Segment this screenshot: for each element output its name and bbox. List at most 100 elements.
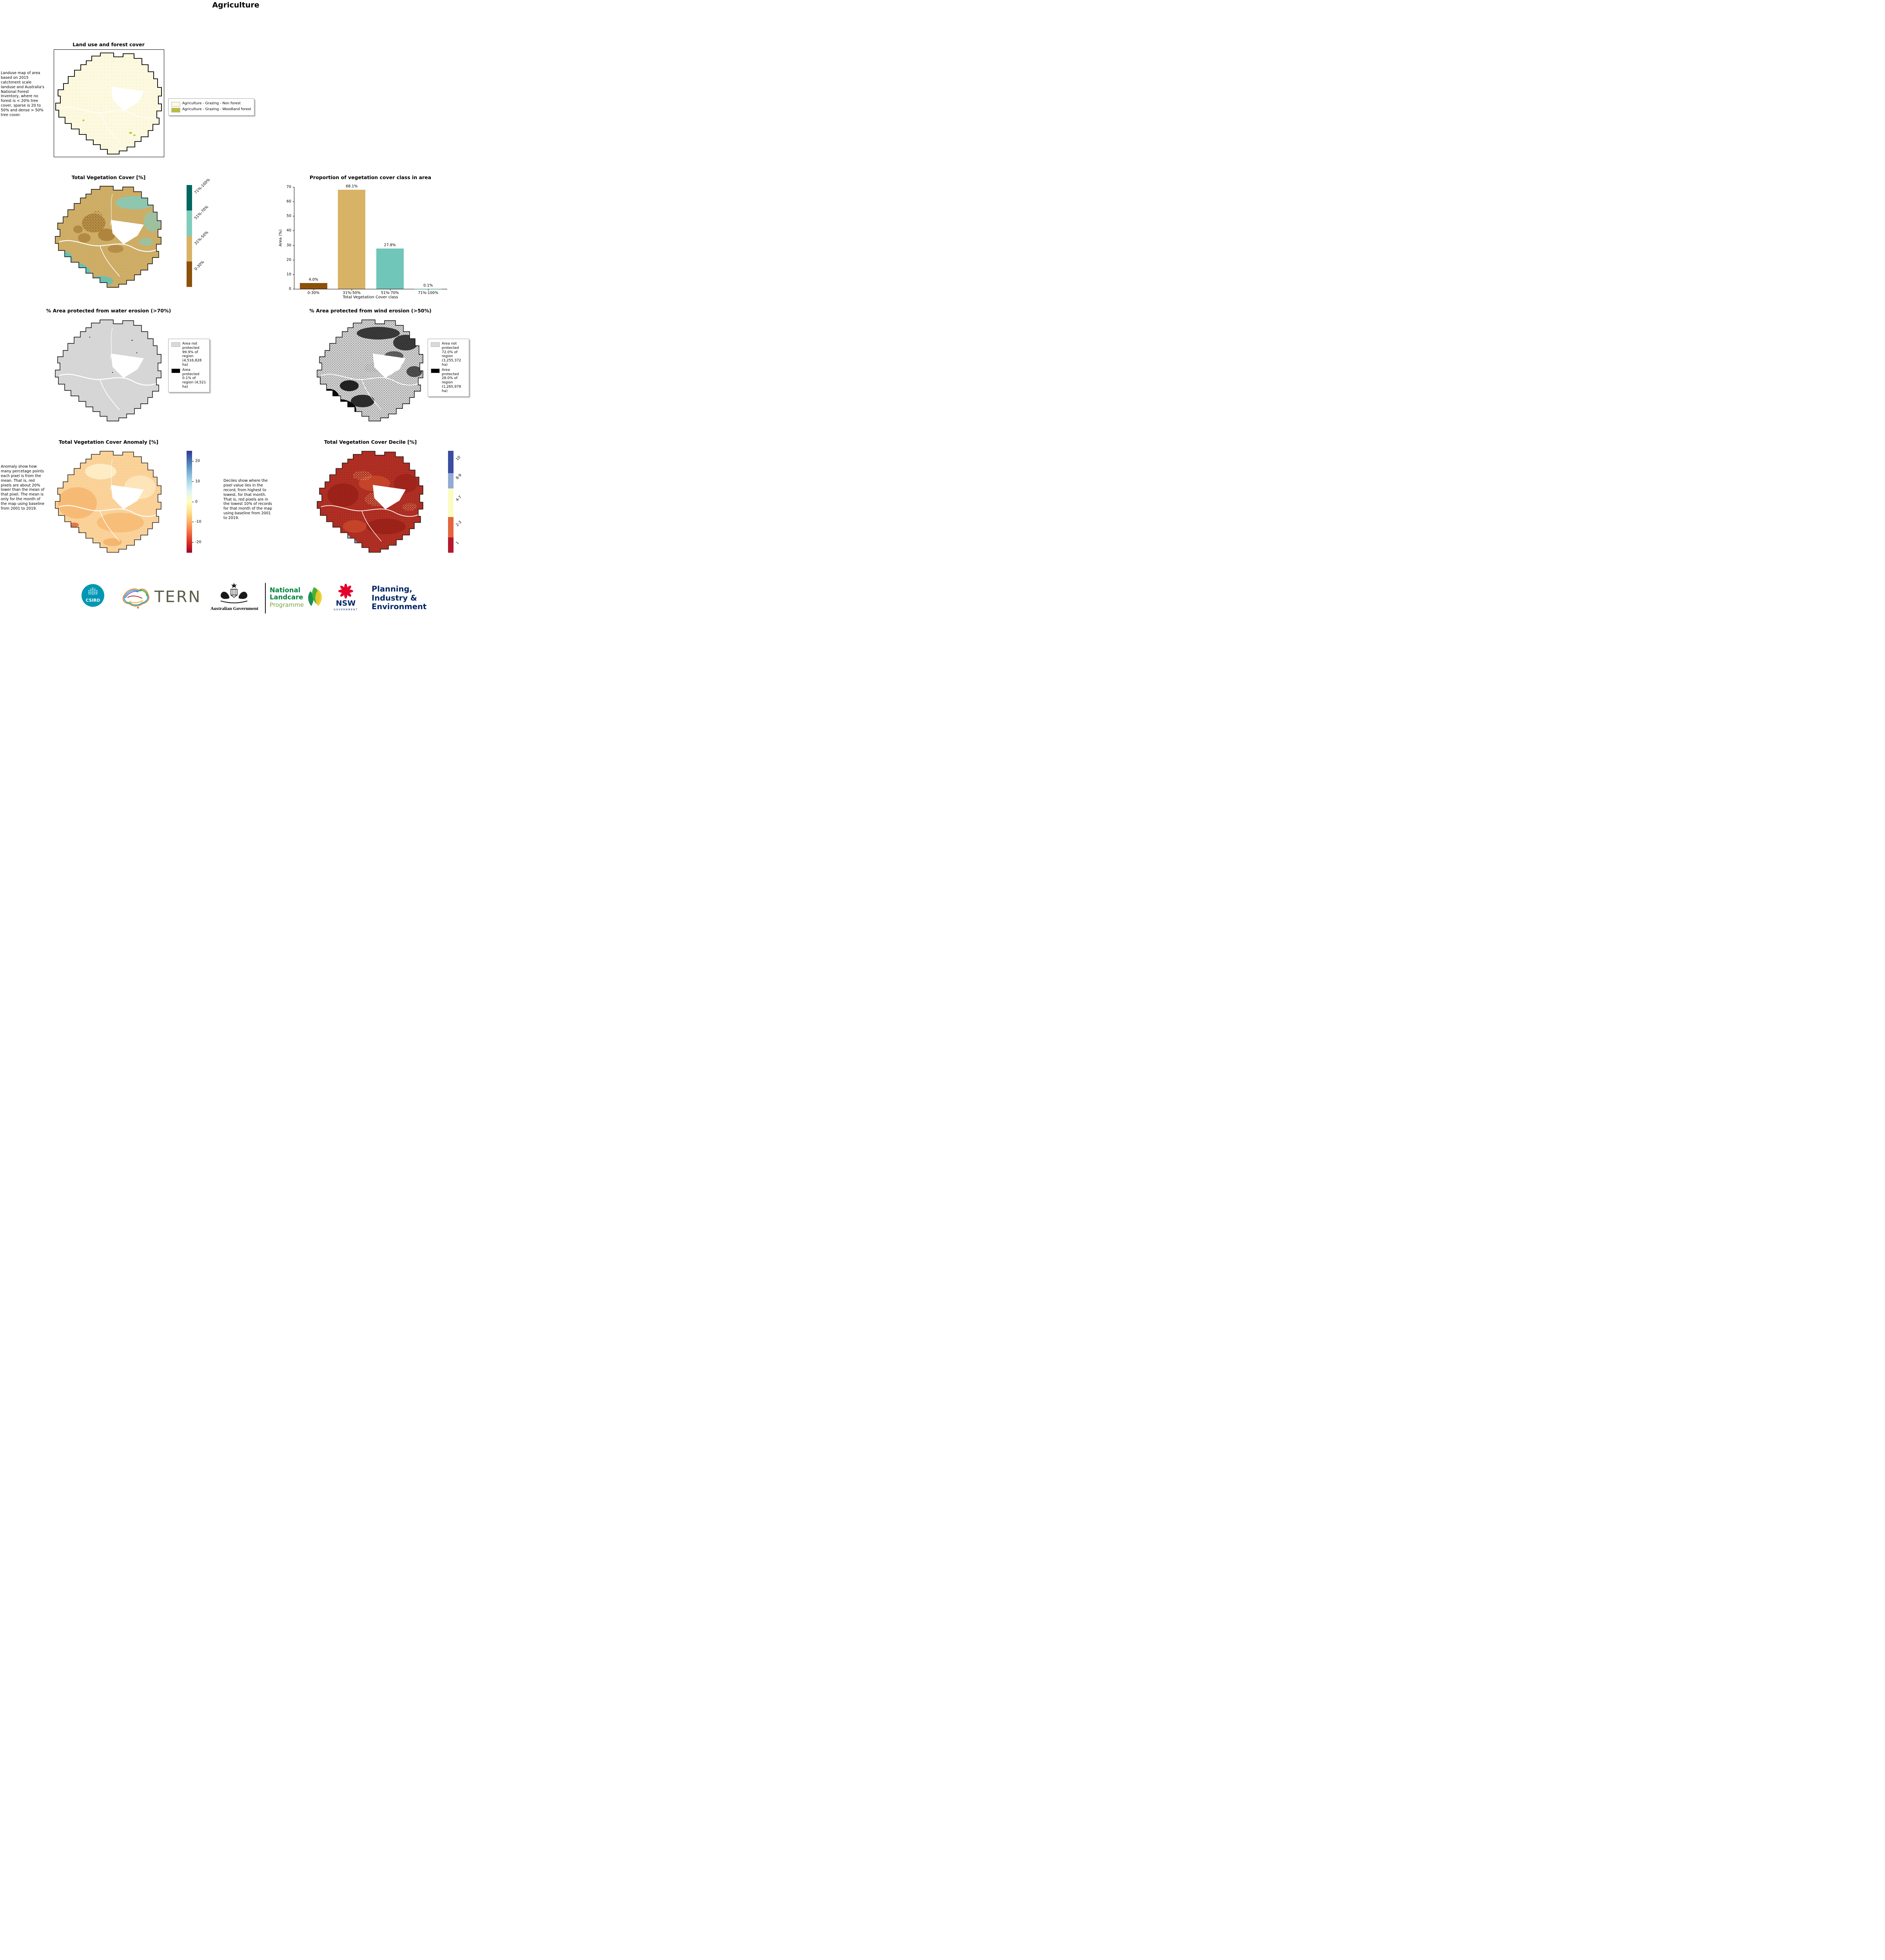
colorbar-seg-0-30 [187, 261, 192, 287]
tern-australia-icon [122, 588, 149, 609]
protected-swatch [171, 368, 180, 373]
legend-label: Agriculture - Grazing - Woodland forest [182, 107, 251, 111]
decile-seg-10 [448, 451, 454, 474]
y-tick: 0 [288, 287, 291, 291]
anomaly-colorbar: 20 10 0 -10 -20 [187, 451, 201, 553]
decile-map [317, 451, 423, 553]
wind-erosion-title: % Area protected from wind erosion (>50%… [309, 308, 432, 314]
protected-swatch [431, 368, 440, 373]
colorbar-seg-51-70 [187, 211, 192, 236]
decile-colorbar-segments [448, 451, 454, 553]
y-tick: 40 [286, 228, 291, 233]
footer-divider [265, 583, 266, 613]
csiro-logo: CSIRO [81, 584, 105, 609]
colorbar-label: 8-9 [455, 473, 463, 481]
decile-description: Deciles show where the pixel value lies … [223, 479, 272, 520]
coat-of-arms-icon [220, 583, 248, 603]
csiro-wordmark: CSIRO [86, 598, 100, 603]
colorbar-label: 0-30% [194, 260, 205, 272]
colorbar-label: 71%-100% [194, 178, 211, 195]
csiro-icon: CSIRO [82, 584, 104, 607]
not-protected-swatch [431, 342, 440, 347]
colorbar-label: 2-3 [455, 520, 463, 528]
landuse-map [54, 49, 164, 157]
colorbar-label: 10 [455, 455, 462, 462]
planning-industry-environment-logo: Planning, Industry & Environment [372, 584, 427, 612]
bar-slot: 4.0% 0-30% [294, 187, 333, 295]
anomaly-colorbar-gradient [187, 451, 192, 553]
legend-label: Area not protected 99.9% of region (4,51… [182, 342, 202, 367]
colorbar-seg-31-50 [187, 236, 192, 261]
landcare-leaves-icon [303, 584, 325, 610]
anomaly-description: Anomaly show how many percetage points e… [1, 465, 45, 511]
y-tick: 20 [286, 258, 291, 262]
landcare-line3: Programme [270, 601, 304, 608]
legend-label: Area not protected 72.0% of region (3,25… [442, 342, 461, 367]
australian-government-logo [215, 583, 253, 606]
colorbar-tick: -20 [195, 540, 201, 544]
not-protected-swatch [171, 342, 180, 347]
bar-31-50 [338, 190, 366, 289]
water-erosion-title: % Area protected from water erosion (>70… [46, 308, 171, 314]
nsw-government-wordmark: GOVERNMENT [334, 608, 358, 611]
planning-line1: Planning, [372, 584, 412, 593]
anomaly-title: Total Vegetation Cover Anomaly [%] [58, 439, 159, 445]
bar-slots: 4.0% 0-30% 68.1% 31%-50% 27.8% 51%-70% 0… [294, 184, 448, 295]
y-tick: 60 [286, 199, 291, 204]
bar-value-label: 68.1% [346, 184, 358, 189]
x-tick: 71%-100% [418, 291, 439, 295]
bar-value-label: 27.8% [384, 243, 396, 247]
planning-line2: Industry & [372, 593, 417, 603]
landuse-title: Land use and forest cover [73, 42, 145, 47]
landcare-line1: National [270, 586, 301, 594]
y-tick: 10 [286, 272, 291, 277]
colorbar-tick: 0 [195, 499, 198, 504]
legend-label: Area protected 28.0% of region (1,265,97… [442, 368, 461, 393]
legend-item: Area protected 28.0% of region (1,265,97… [431, 368, 466, 394]
legend-item: Area protected 0.1% of region (4,521 ha) [171, 368, 207, 389]
bar-slot: 0.1% 71%-100% [409, 187, 448, 295]
legend-item: Area not protected 99.9% of region (4,51… [171, 342, 207, 367]
landuse-nonforest-swatch [171, 102, 180, 107]
legend-item: Agriculture - Grazing - Non forest [171, 102, 251, 107]
colorbar-label: 1 [455, 541, 460, 546]
veg-cover-colorbar: 71%-100% 51%-70% 31%-50% 0-30% [187, 178, 211, 287]
colorbar-tick: 20 [195, 459, 200, 463]
veg-cover-title: Total Vegetation Cover [%] [71, 174, 146, 180]
decile-seg-4-7 [448, 488, 454, 517]
water-erosion-map [55, 319, 161, 421]
nsw-wordmark: NSW [336, 599, 356, 608]
y-axis-label: Area (%) [278, 229, 283, 247]
bar-value-label: 0.1% [423, 283, 433, 288]
planning-line3: Environment [372, 602, 427, 612]
nsw-government-logo: NSW GOVERNMENT [333, 583, 358, 611]
colorbar-seg-71-100 [187, 185, 192, 211]
australian-government-wordmark: Australian Government [210, 606, 259, 611]
landuse-description: Landuse map of area based on 2015 catchm… [1, 71, 44, 117]
colorbar-tick: 10 [195, 479, 200, 484]
landuse-woodland-swatch [171, 108, 180, 113]
report-page: Agriculture Land use and forest cover La… [0, 0, 472, 626]
veg-cover-colorbar-segments [187, 185, 192, 287]
anomaly-map [55, 451, 161, 553]
wind-erosion-map [317, 319, 423, 421]
veg-cover-map [55, 186, 161, 288]
decile-title: Total Vegetation Cover Decile [%] [324, 439, 417, 445]
legend-label: Agriculture - Grazing - Non forest [182, 102, 241, 105]
colorbar-label: 4-7 [455, 495, 463, 503]
legend-item: Agriculture - Grazing - Woodland forest [171, 107, 251, 113]
y-tick: 50 [286, 214, 291, 218]
bar-0-30 [299, 283, 327, 289]
landcare-logo-text: National Landcare Programme [270, 586, 304, 608]
y-tick: 70 [286, 185, 291, 189]
x-tick: 51%-70% [381, 291, 399, 295]
colorbar-label: 31%-50% [194, 230, 210, 246]
landuse-legend: Agriculture - Grazing - Non forest Agric… [168, 98, 254, 116]
wind-erosion-legend: Area not protected 72.0% of region (3,25… [428, 339, 469, 397]
water-erosion-legend: Area not protected 99.9% of region (4,51… [168, 339, 210, 392]
x-axis-label: Total Vegetation Cover class [343, 295, 398, 299]
tern-logo [120, 586, 151, 611]
page-title: Agriculture [212, 1, 259, 9]
landcare-line2: Landcare [270, 593, 303, 601]
bar-chart-title: Proportion of vegetation cover class in … [309, 174, 432, 180]
